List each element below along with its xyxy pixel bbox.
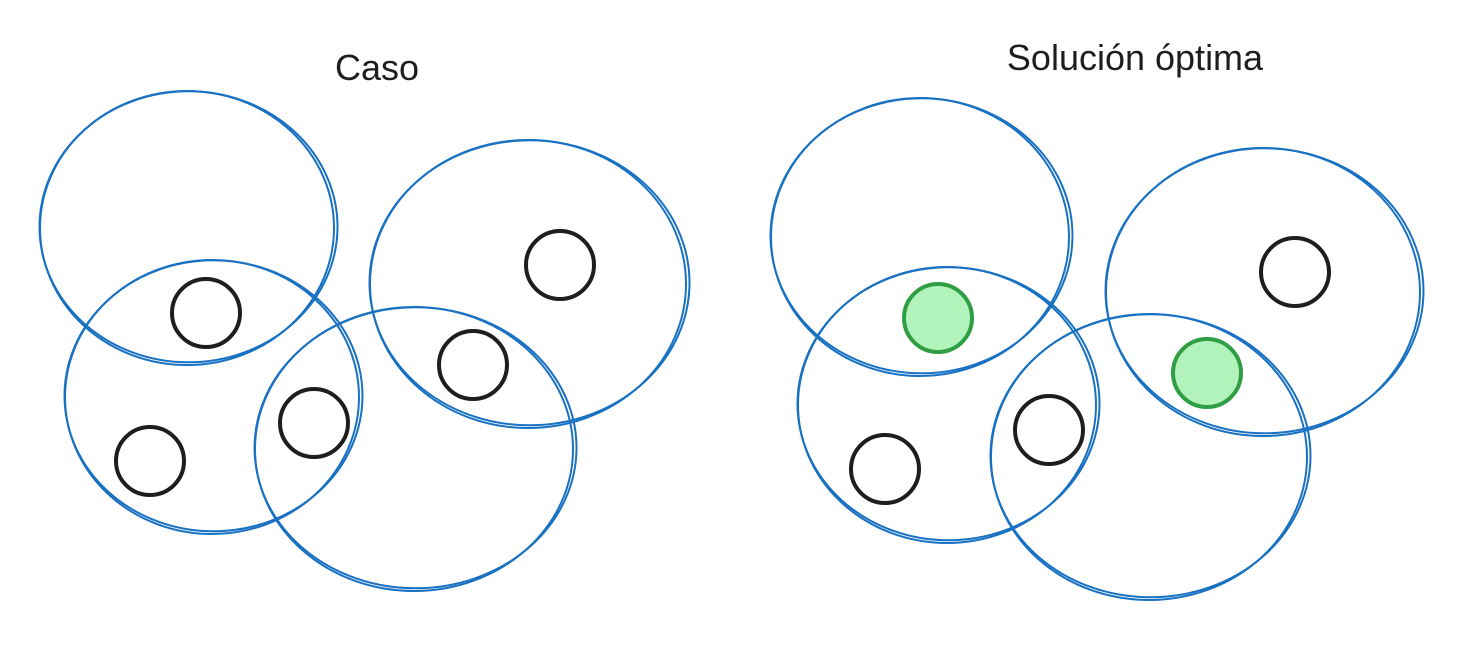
- selected-element-2: [1171, 337, 1243, 409]
- element-3: [849, 433, 921, 505]
- set-circle-2-stroke2: [796, 266, 1101, 542]
- selected-element-1: [902, 282, 974, 354]
- set-circle-3-stroke2: [368, 139, 691, 427]
- case-title: Caso: [334, 47, 420, 88]
- optimal-solution-panel: [769, 97, 1425, 601]
- element-2: [114, 425, 186, 497]
- element-5: [524, 229, 596, 301]
- set-circle-2-stroke2: [63, 259, 364, 533]
- element-4: [1013, 394, 1085, 466]
- set-circle-4-stroke2: [989, 313, 1312, 599]
- optimal-solution-title: Solución óptima: [1006, 37, 1264, 78]
- set-circle-4-stroke2: [253, 306, 578, 590]
- set-circle-1-stroke2: [769, 97, 1074, 375]
- case-panel: [38, 90, 691, 592]
- set-circle-1-stroke2: [38, 90, 339, 364]
- element-1: [170, 277, 242, 349]
- element-5: [1259, 236, 1331, 308]
- element-3: [278, 387, 350, 459]
- element-4: [437, 329, 509, 401]
- set-circle-3-stroke2: [1104, 147, 1425, 435]
